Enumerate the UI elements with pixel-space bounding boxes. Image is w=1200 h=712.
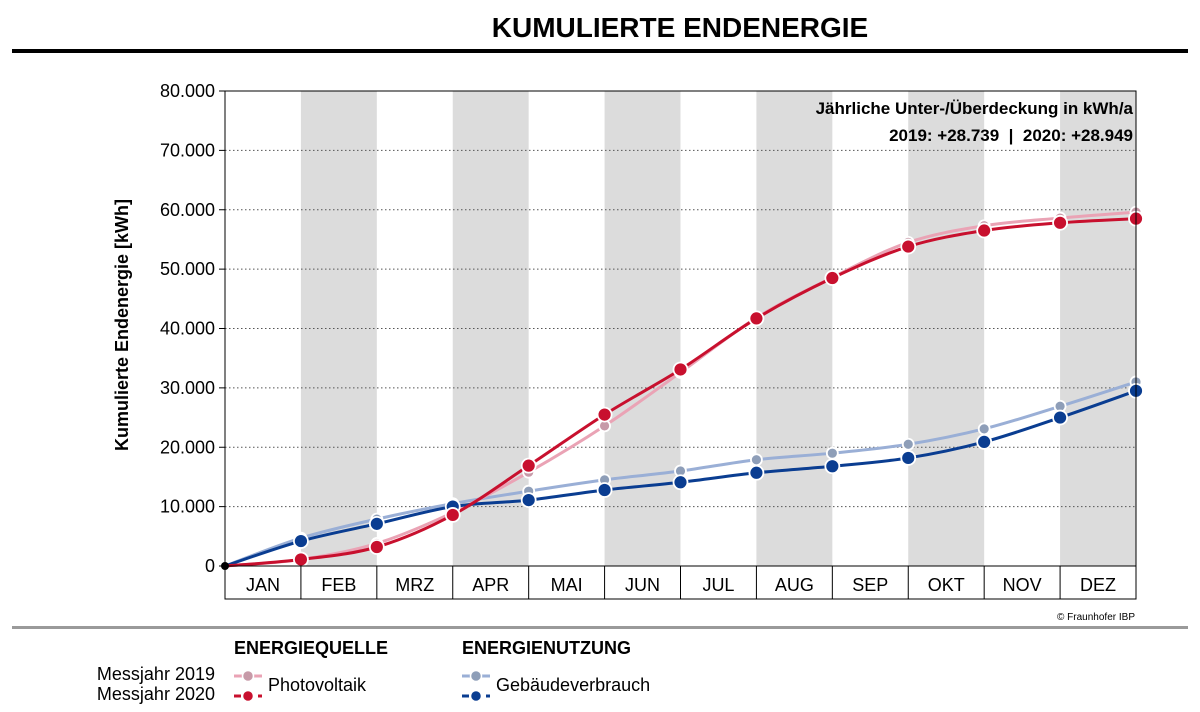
data-point-pv-2020	[368, 539, 385, 555]
data-point-gv-2019	[825, 446, 839, 460]
data-point-pv-2020	[444, 507, 461, 523]
x-tick-label-nov: NOV	[1003, 575, 1042, 595]
data-point-gv-2020	[824, 458, 841, 475]
legend-label-gebaeudeverbrauch: Gebäudeverbrauch	[496, 675, 650, 695]
y-tick-label: 50.000	[160, 259, 215, 279]
legend-swatch-pv-2019	[234, 669, 262, 683]
y-tick-label: 10.000	[160, 497, 215, 517]
data-point-gv-2020	[596, 482, 613, 498]
data-point-gv-2020	[748, 464, 765, 481]
data-point-gv-2019	[977, 422, 991, 436]
y-tick-label: 70.000	[160, 140, 215, 160]
x-tick-label-jul: JUL	[702, 575, 734, 595]
legend-swatch-gv-2020	[462, 689, 490, 703]
data-point-pv-2020	[1052, 214, 1068, 231]
legend-divider	[12, 626, 1188, 629]
y-tick-label: 80.000	[160, 81, 215, 101]
data-point-pv-2020	[900, 238, 917, 255]
data-point-pv-2020	[976, 222, 993, 239]
data-point-pv-2020	[293, 551, 309, 568]
x-tick-label-sep: SEP	[852, 575, 888, 595]
y-tick-label: 30.000	[160, 378, 215, 398]
annotation-line-1: Jährliche Unter-/Überdeckung in kWh/a	[816, 99, 1134, 118]
y-axis-ticks: 0 10.000 20.000 30.000 40.000 50.000 60.000 70.…	[160, 81, 225, 576]
y-tick-label: 20.000	[160, 437, 215, 457]
y-tick-label: 40.000	[160, 319, 215, 339]
data-point-pv-2020	[596, 406, 613, 423]
data-point-gv-2019	[750, 453, 763, 467]
legend-group-energienutzung: ENERGIENUTZUNG	[462, 638, 631, 658]
data-point-gv-2020	[520, 492, 537, 508]
legend-swatch-pv-2020	[234, 689, 262, 703]
series-points	[221, 205, 1144, 570]
x-tick-label-okt: OKT	[928, 575, 965, 595]
data-point-gv-2020	[1052, 409, 1068, 426]
data-point-gv-2020	[368, 515, 385, 532]
annotation-line-2: 2019: +28.739 | 2020: +28.949	[889, 126, 1133, 145]
x-tick-label-aug: AUG	[775, 575, 814, 595]
legend-label-photovoltaik: Photovoltaik	[268, 675, 367, 695]
data-point-gv-2019	[901, 437, 915, 451]
plot-area: 0 10.000 20.000 30.000 40.000 50.000 60.000 70.…	[160, 81, 1144, 600]
x-tick-label-jan: JAN	[246, 575, 280, 595]
x-tick-label-mrz: MRZ	[395, 575, 434, 595]
legend-swatch-gv-2019	[462, 669, 490, 683]
data-point-pv-2020	[748, 310, 765, 327]
data-point-pv-2020	[824, 270, 841, 286]
legend: ENERGIEQUELLE ENERGIENUTZUNG Messjahr 20…	[97, 638, 650, 704]
copyright: © Fraunhofer IBP	[1057, 612, 1135, 623]
y-axis-label: Kumulierte Endenergie [kWh]	[112, 199, 132, 451]
y-tick-label: 60.000	[160, 200, 215, 220]
x-tick-label-dez: DEZ	[1080, 575, 1116, 595]
legend-year-2020: Messjahr 2020	[97, 684, 215, 704]
chart-title: KUMULIERTE ENDENERGIE	[492, 12, 868, 43]
x-tick-label-feb: FEB	[321, 575, 356, 595]
x-tick-label-mai: MAI	[551, 575, 583, 595]
x-tick-label-apr: APR	[472, 575, 509, 595]
data-point-gv-2020	[672, 474, 689, 491]
legend-year-2019: Messjahr 2019	[97, 664, 215, 684]
data-point-pv-2020	[520, 457, 537, 474]
y-tick-label: 0	[205, 556, 215, 576]
data-point-pv-2020	[672, 361, 689, 378]
legend-group-energiequelle: ENERGIEQUELLE	[234, 638, 388, 658]
x-tick-label-jun: JUN	[625, 575, 660, 595]
x-axis-labels: JAN FEB MRZ APR MAI JUN JUL AUG SEP OKT NOV DEZ	[246, 566, 1116, 599]
data-point-gv-2020	[976, 434, 993, 450]
data-point-gv-2020	[293, 533, 309, 549]
title-divider	[12, 49, 1188, 53]
data-point-gv-2020	[900, 450, 917, 466]
